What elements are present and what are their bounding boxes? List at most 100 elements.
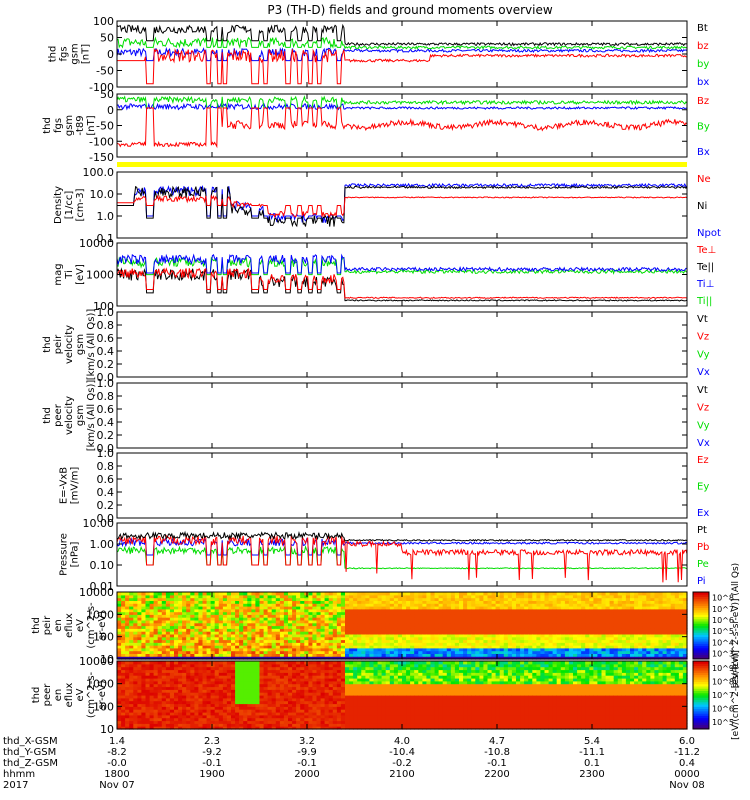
- spectrogram-cell: [247, 666, 252, 671]
- spectrogram-cell: [169, 675, 175, 679]
- spectrogram-cell: [141, 625, 147, 629]
- spectrogram-cell: [328, 645, 334, 649]
- spectrogram-cell: [630, 636, 635, 641]
- spectrogram-cell: [483, 642, 489, 646]
- spectrogram-cell: [161, 678, 167, 682]
- spectrogram-cell: [552, 647, 558, 652]
- spectrogram-cell: [271, 647, 277, 652]
- spectrogram-cell: [145, 689, 151, 693]
- spectrogram-cell: [402, 628, 407, 632]
- spectrogram-cell: [316, 720, 322, 724]
- legend-Ti⊥: Ti⊥: [696, 279, 714, 290]
- spectrogram-cell: [149, 686, 155, 690]
- spectrogram-cell: [487, 650, 493, 654]
- spectrogram-cell: [422, 606, 428, 610]
- spectrogram-cell: [279, 709, 285, 713]
- spectrogram-cell: [499, 639, 505, 643]
- spectrogram-cell: [165, 606, 171, 610]
- spectrogram-cell: [129, 653, 134, 657]
- spectrogram-cell: [214, 723, 220, 727]
- spectrogram-cell: [169, 597, 175, 601]
- spectrogram-cell: [194, 723, 200, 727]
- spectrogram-cell: [129, 706, 134, 710]
- spectrogram-cell: [625, 597, 631, 601]
- spectrogram-cell: [226, 712, 232, 716]
- spectrogram-cell: [422, 642, 428, 646]
- spectrogram-cell: [434, 611, 440, 615]
- spectrogram-cell: [585, 639, 590, 643]
- spectrogram-cell: [218, 625, 224, 629]
- y-axis-label: E=-VxB: [59, 467, 70, 504]
- spectrogram-cell: [137, 686, 143, 690]
- spectrogram-cell: [263, 706, 269, 710]
- spectrogram-cell: [328, 653, 334, 657]
- spectrogram-cell: [121, 689, 126, 693]
- spectrogram-cell: [296, 633, 301, 638]
- spectrogram-cell: [491, 608, 497, 613]
- spectrogram-cell: [149, 633, 155, 638]
- spectrogram-cell: [532, 645, 537, 649]
- spectrogram-cell: [296, 619, 301, 624]
- spectrogram-cell: [308, 633, 314, 638]
- y-tick-label: 0.1: [97, 232, 115, 245]
- spectrogram-cell: [316, 695, 322, 699]
- y-axis-label: eV: [75, 619, 86, 632]
- spectrogram-cell: [621, 619, 627, 624]
- spectrogram-cell: [459, 650, 464, 654]
- spectrogram-cell: [544, 642, 550, 646]
- spectrogram-cell: [222, 703, 228, 707]
- spectrogram-cell: [125, 703, 130, 707]
- spectrogram-cell: [190, 680, 195, 685]
- spectrogram-cell: [210, 617, 216, 621]
- spectrogram-cell: [296, 642, 301, 646]
- spectrogram-cell: [520, 617, 525, 621]
- spectrogram-cell: [129, 645, 134, 649]
- spectrogram-cell: [483, 611, 489, 615]
- spectrogram-cell: [206, 692, 212, 696]
- spectrogram-cell: [267, 636, 273, 641]
- spectrogram-cell: [247, 706, 252, 710]
- spectrogram-cell: [226, 645, 232, 649]
- spectrogram-cell: [153, 622, 159, 627]
- spectrogram-cell: [198, 666, 204, 671]
- spectrogram-cell: [385, 600, 391, 604]
- spectrogram-cell: [434, 597, 440, 601]
- spectrogram-cell: [239, 703, 244, 707]
- spectrogram-cell: [133, 672, 138, 676]
- spectrogram-cell: [548, 656, 554, 660]
- spectrogram-cell: [190, 661, 195, 665]
- spectrogram-cell: [239, 680, 244, 685]
- spectrogram-cell: [304, 617, 309, 621]
- spectrogram-cell: [536, 639, 542, 643]
- spectrogram-cell: [141, 661, 147, 665]
- spectrogram-cell: [373, 611, 379, 615]
- spectrogram-cell: [133, 594, 138, 599]
- spectrogram-cell: [121, 617, 126, 621]
- spectrogram-cell: [450, 606, 456, 610]
- spectrogram-cell: [511, 597, 517, 601]
- spectrogram-cell: [235, 642, 240, 646]
- spectrogram-cell: [304, 619, 309, 624]
- spectrogram-cell: [662, 603, 668, 607]
- spectrogram-cell: [475, 622, 480, 627]
- spectrogram-cell: [617, 636, 623, 641]
- spectrogram-cell: [117, 653, 122, 657]
- spectrogram-cell: [251, 639, 257, 643]
- panel-peir_spec: 10^310^410^510^610^710^8[eV/(cm^2-s-sr-e…: [31, 563, 741, 688]
- spectrogram-cell: [218, 628, 224, 632]
- spectrogram-cell: [214, 608, 220, 613]
- spectrogram-cell: [613, 619, 619, 624]
- spectrogram-cell: [438, 592, 444, 596]
- spectrogram-cell: [450, 597, 456, 601]
- spectrogram-cell: [377, 611, 383, 615]
- spectrogram-cell: [174, 628, 179, 632]
- spectrogram-cell: [450, 642, 456, 646]
- spectrogram-cell: [438, 622, 444, 627]
- spectrogram-cell: [442, 628, 448, 632]
- spectrogram-cell: [300, 608, 305, 613]
- spectrogram-cell: [450, 633, 456, 638]
- spectrogram-cell: [345, 592, 350, 596]
- spectrogram-cell: [430, 636, 436, 641]
- spectrogram-cell: [577, 606, 582, 610]
- spectrogram-cell: [393, 606, 399, 610]
